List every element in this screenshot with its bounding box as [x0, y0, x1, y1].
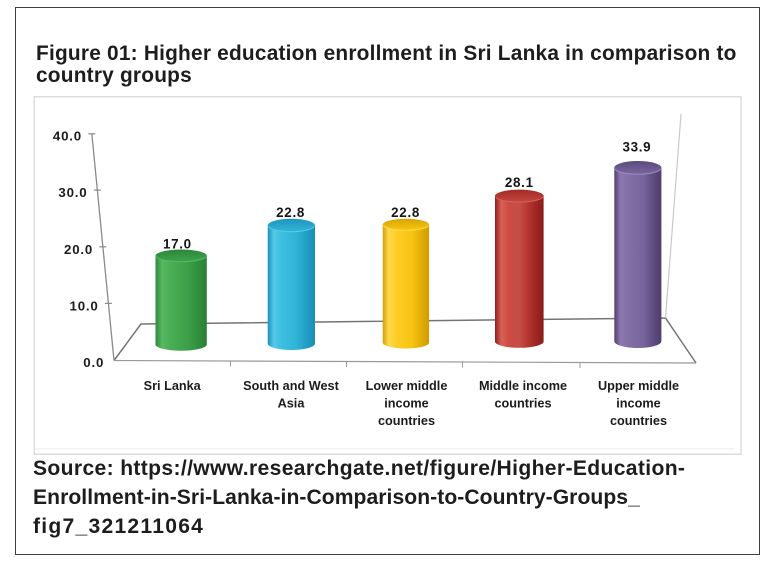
svg-text:countries: countries: [494, 397, 551, 411]
svg-text:Asia: Asia: [278, 397, 306, 411]
svg-text:28.1: 28.1: [505, 175, 534, 190]
svg-text:income: income: [616, 397, 660, 411]
svg-text:0.0: 0.0: [83, 355, 104, 370]
svg-text:30.0: 30.0: [58, 185, 87, 200]
svg-text:South and West: South and West: [243, 379, 339, 393]
svg-text:Upper middle: Upper middle: [598, 379, 679, 393]
svg-text:22.8: 22.8: [276, 205, 305, 220]
svg-text:income: income: [384, 397, 428, 411]
svg-text:countries: countries: [378, 414, 435, 428]
svg-text:10.0: 10.0: [70, 298, 99, 313]
svg-text:Sri Lanka: Sri Lanka: [144, 379, 202, 393]
svg-text:40.0: 40.0: [53, 129, 82, 144]
svg-text:22.8: 22.8: [391, 205, 420, 220]
svg-text:33.9: 33.9: [622, 140, 651, 155]
svg-text:countries: countries: [610, 414, 667, 428]
svg-text:Lower middle: Lower middle: [366, 379, 448, 393]
svg-text:Middle income: Middle income: [479, 379, 567, 393]
svg-text:20.0: 20.0: [64, 242, 93, 257]
svg-text:17.0: 17.0: [163, 237, 192, 252]
